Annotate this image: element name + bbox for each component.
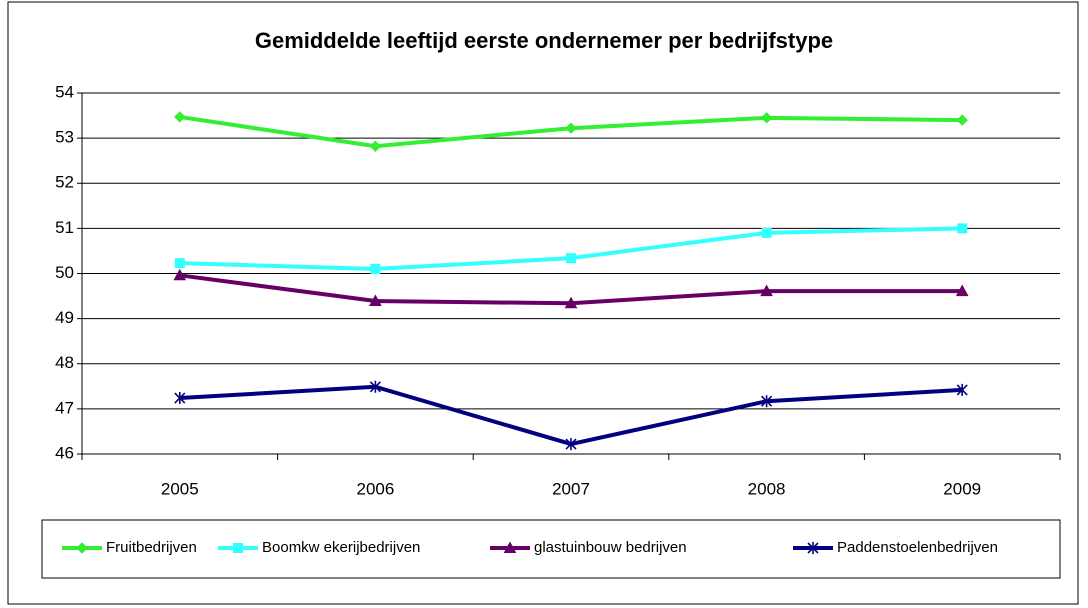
x-tick-label: 2008 bbox=[748, 479, 786, 498]
data-point bbox=[174, 392, 186, 405]
legend-marker bbox=[76, 542, 88, 554]
legend-text: Paddenstoelenbedrijven bbox=[837, 539, 998, 556]
legend-text: Fruitbedrijven bbox=[106, 539, 197, 556]
legend-marker bbox=[233, 543, 243, 553]
data-point bbox=[174, 111, 186, 123]
data-point bbox=[173, 268, 187, 281]
x-tick-label: 2005 bbox=[161, 479, 199, 498]
y-tick-label: 49 bbox=[55, 308, 74, 327]
data-point bbox=[956, 383, 968, 396]
legend-box bbox=[41, 519, 1061, 579]
legend-text: glastuinbouw bedrijven bbox=[534, 539, 687, 556]
y-tick-label: 54 bbox=[55, 82, 74, 101]
data-point bbox=[174, 258, 185, 269]
x-tick-label: 2007 bbox=[552, 479, 590, 498]
data-point bbox=[565, 438, 577, 451]
legend-marker bbox=[807, 542, 819, 554]
data-point bbox=[760, 284, 773, 297]
legend-marker bbox=[503, 541, 517, 553]
x-tick-label: 2006 bbox=[356, 479, 394, 498]
data-point bbox=[957, 223, 968, 234]
data-point bbox=[761, 395, 773, 408]
data-point bbox=[566, 253, 576, 264]
y-tick-label: 47 bbox=[55, 398, 74, 417]
legend-text: Boomkw ekerijbedrijven bbox=[262, 539, 420, 556]
x-tick-label: 2009 bbox=[943, 479, 981, 498]
y-tick-label: 50 bbox=[55, 263, 74, 282]
y-tick-label: 46 bbox=[55, 443, 74, 462]
data-point bbox=[955, 284, 969, 297]
data-point bbox=[565, 122, 577, 134]
data-point bbox=[760, 112, 773, 124]
data-point bbox=[369, 380, 381, 393]
data-point bbox=[369, 140, 382, 152]
data-point bbox=[370, 263, 381, 274]
y-tick-label: 53 bbox=[55, 128, 74, 147]
y-tick-label: 48 bbox=[55, 353, 74, 372]
data-point bbox=[369, 294, 382, 307]
data-point bbox=[956, 114, 968, 126]
y-tick-label: 52 bbox=[55, 173, 74, 192]
data-point bbox=[761, 227, 772, 238]
data-point bbox=[564, 296, 578, 309]
y-tick-label: 51 bbox=[55, 218, 74, 237]
chart-title: Gemiddelde leeftijd eerste ondernemer pe… bbox=[255, 28, 833, 53]
